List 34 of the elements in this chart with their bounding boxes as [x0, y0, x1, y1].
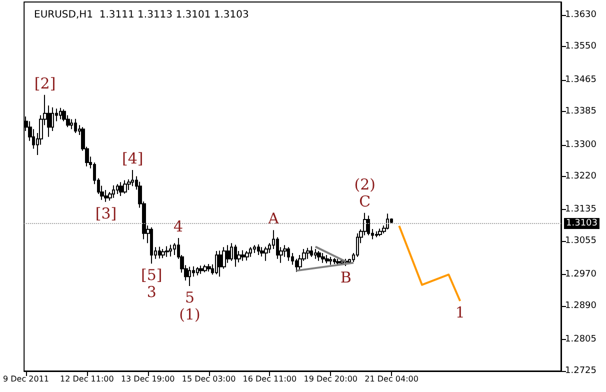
annotation: 3 [146, 283, 156, 302]
x-tick-label: 12 Dec 11:00 [60, 374, 114, 384]
annotation: C [359, 192, 371, 210]
x-tick-label: 19 Dec 20:00 [304, 374, 358, 384]
x-tick-label: 21 Dec 04:00 [364, 374, 418, 384]
x-tick-label: 13 Dec 19:00 [120, 374, 175, 384]
y-tick-label: 1.3055 [565, 236, 596, 246]
text: EURUSD,H1 1.3111 1.3113 1.3101 1.3103 [34, 10, 249, 20]
annotation: [4] [122, 149, 144, 168]
annotation: B [340, 268, 352, 286]
annotation: 4 [174, 218, 184, 236]
y-tick-label: 1.3465 [565, 74, 596, 85]
x-tick-label: 9 Dec 2011 [3, 374, 50, 384]
y-tick-label: 1.3550 [565, 41, 597, 52]
annotation: [5] [141, 266, 162, 284]
annotation: [2] [34, 74, 56, 92]
annotation: 1 [455, 303, 465, 322]
annotation: (1) [179, 306, 200, 324]
y-tick-label: 1.3220 [565, 171, 597, 182]
y-tick-label: 1.2890 [565, 301, 597, 312]
x-tick-label: 16 Dec 11:00 [242, 374, 297, 384]
y-tick-label: 1.3300 [565, 140, 597, 150]
y-tick-label: 1.3135 [565, 204, 596, 215]
annotation: A [267, 210, 280, 228]
y-tick-label: 1.2805 [565, 334, 596, 345]
annotation: [3] [95, 204, 117, 222]
annotation: 5 [184, 288, 195, 307]
y-tick-label: 1.2725 [565, 366, 596, 376]
annotation: (2) [354, 175, 376, 194]
y-tick-label: 1.3385 [565, 106, 596, 116]
y-tick-label: 1.2970 [565, 270, 597, 280]
y-tick-label: 1.3630 [565, 10, 597, 20]
ref-line-label: 1.3103 [566, 218, 598, 228]
x-tick-label: 15 Dec 03:00 [182, 374, 236, 384]
